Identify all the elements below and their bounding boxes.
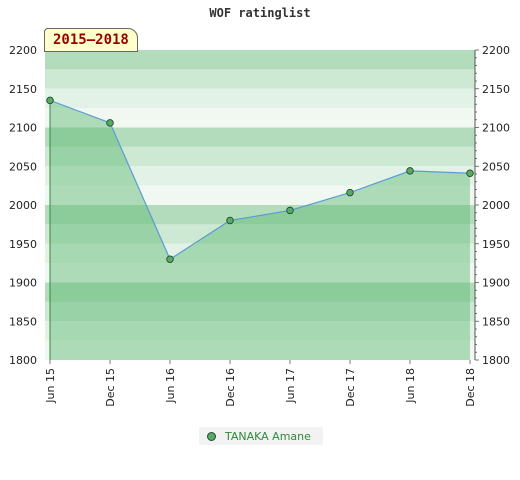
grid-band	[45, 88, 475, 109]
x-tick-label: Jun 16	[164, 368, 177, 404]
grid-band	[45, 166, 475, 186]
data-point	[466, 169, 474, 177]
x-tick-label: Dec 17	[344, 368, 357, 407]
x-tick-label: Jun 17	[284, 368, 297, 404]
grid-band	[45, 127, 475, 147]
data-point	[286, 206, 294, 215]
y-tick-label-left: 1850	[9, 315, 37, 328]
x-tick-label: Dec 18	[464, 368, 477, 407]
grid-band	[45, 50, 475, 70]
y-tick-label-left: 1800	[9, 354, 37, 367]
series-line	[49, 99, 471, 261]
data-point	[406, 167, 414, 175]
grid-band	[45, 243, 475, 264]
data-point	[346, 188, 354, 197]
y-tick-label-right: 1950	[482, 238, 510, 251]
grid-band	[45, 146, 475, 167]
grid-band	[45, 108, 475, 128]
data-point	[226, 216, 234, 225]
chart-title: WOF ratinglist	[209, 6, 311, 20]
legend-series-label: TANAKA Amane	[225, 429, 311, 443]
y-tick-label-right: 2200	[482, 44, 510, 57]
data-point	[166, 255, 174, 263]
y-tick-label-left: 2000	[9, 199, 37, 212]
grid-band	[45, 321, 475, 341]
grid-band	[45, 301, 475, 322]
y-tick-label-right: 1900	[482, 277, 510, 290]
period-badge: 2015–2018	[44, 28, 138, 52]
grid-band	[45, 263, 475, 283]
legend[interactable]: TANAKA Amane	[199, 427, 323, 445]
x-tick-label: Dec 16	[224, 368, 237, 407]
series-area	[50, 100, 470, 360]
y-tick-label-right: 2150	[482, 83, 510, 96]
data-point	[46, 96, 54, 105]
y-tick-label-left: 1950	[9, 238, 37, 251]
x-tick-label: Jun 18	[404, 368, 417, 404]
grid-band	[45, 69, 475, 89]
y-tick-label-right: 1850	[482, 315, 510, 328]
y-tick-label-left: 1900	[9, 277, 37, 290]
y-tick-label-left: 2100	[9, 122, 37, 135]
y-tick-label-left: 2150	[9, 83, 37, 96]
x-tick-label: Jun 15	[44, 368, 57, 404]
y-tick-label-right: 1800	[482, 354, 510, 367]
y-tick-label-right: 2100	[482, 122, 510, 135]
y-tick-label-left: 2050	[9, 160, 37, 173]
data-point	[106, 119, 114, 127]
x-tick-label: Dec 15	[104, 368, 117, 407]
grid-band	[45, 282, 475, 302]
y-tick-label-left: 2200	[9, 44, 37, 57]
grid-band	[45, 340, 475, 360]
y-tick-label-right: 2000	[482, 199, 510, 212]
legend-marker-icon	[207, 431, 216, 441]
y-tick-label-right: 2050	[482, 160, 510, 173]
grid-band	[45, 185, 475, 205]
grid-band	[45, 224, 475, 244]
